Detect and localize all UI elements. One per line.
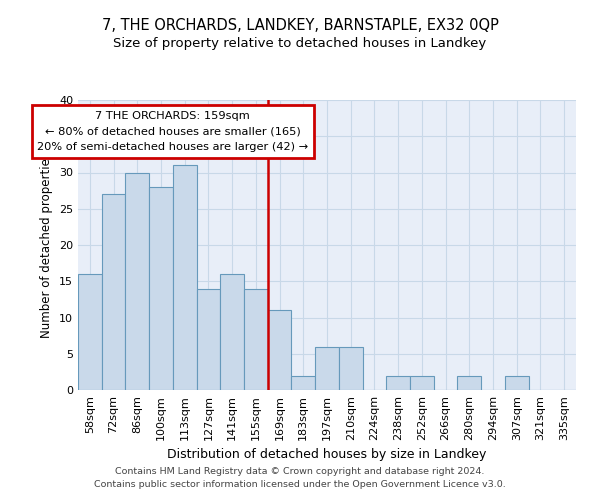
Bar bbox=[244, 288, 268, 390]
Text: Size of property relative to detached houses in Landkey: Size of property relative to detached ho… bbox=[113, 38, 487, 51]
Bar bbox=[315, 346, 339, 390]
Bar bbox=[410, 376, 434, 390]
Text: 7, THE ORCHARDS, LANDKEY, BARNSTAPLE, EX32 0QP: 7, THE ORCHARDS, LANDKEY, BARNSTAPLE, EX… bbox=[101, 18, 499, 32]
X-axis label: Distribution of detached houses by size in Landkey: Distribution of detached houses by size … bbox=[167, 448, 487, 462]
Bar bbox=[505, 376, 529, 390]
Bar bbox=[386, 376, 410, 390]
Bar bbox=[149, 187, 173, 390]
Y-axis label: Number of detached properties: Number of detached properties bbox=[40, 152, 53, 338]
Bar bbox=[292, 376, 315, 390]
Text: 7 THE ORCHARDS: 159sqm
← 80% of detached houses are smaller (165)
20% of semi-de: 7 THE ORCHARDS: 159sqm ← 80% of detached… bbox=[37, 111, 308, 152]
Bar bbox=[268, 310, 292, 390]
Bar bbox=[457, 376, 481, 390]
Text: Contains public sector information licensed under the Open Government Licence v3: Contains public sector information licen… bbox=[94, 480, 506, 489]
Bar bbox=[339, 346, 362, 390]
Text: Contains HM Land Registry data © Crown copyright and database right 2024.: Contains HM Land Registry data © Crown c… bbox=[115, 467, 485, 476]
Bar bbox=[173, 165, 197, 390]
Bar bbox=[78, 274, 102, 390]
Bar bbox=[197, 288, 220, 390]
Bar bbox=[125, 172, 149, 390]
Bar bbox=[220, 274, 244, 390]
Bar bbox=[102, 194, 125, 390]
